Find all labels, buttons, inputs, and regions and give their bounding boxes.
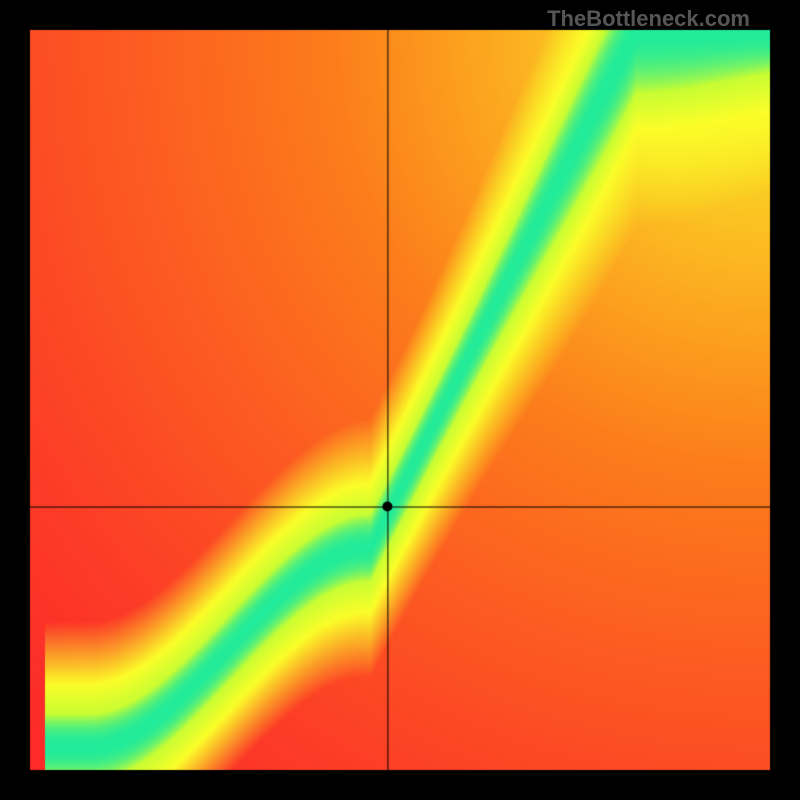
heatmap-canvas <box>0 0 800 800</box>
watermark-text: TheBottleneck.com <box>547 6 750 32</box>
